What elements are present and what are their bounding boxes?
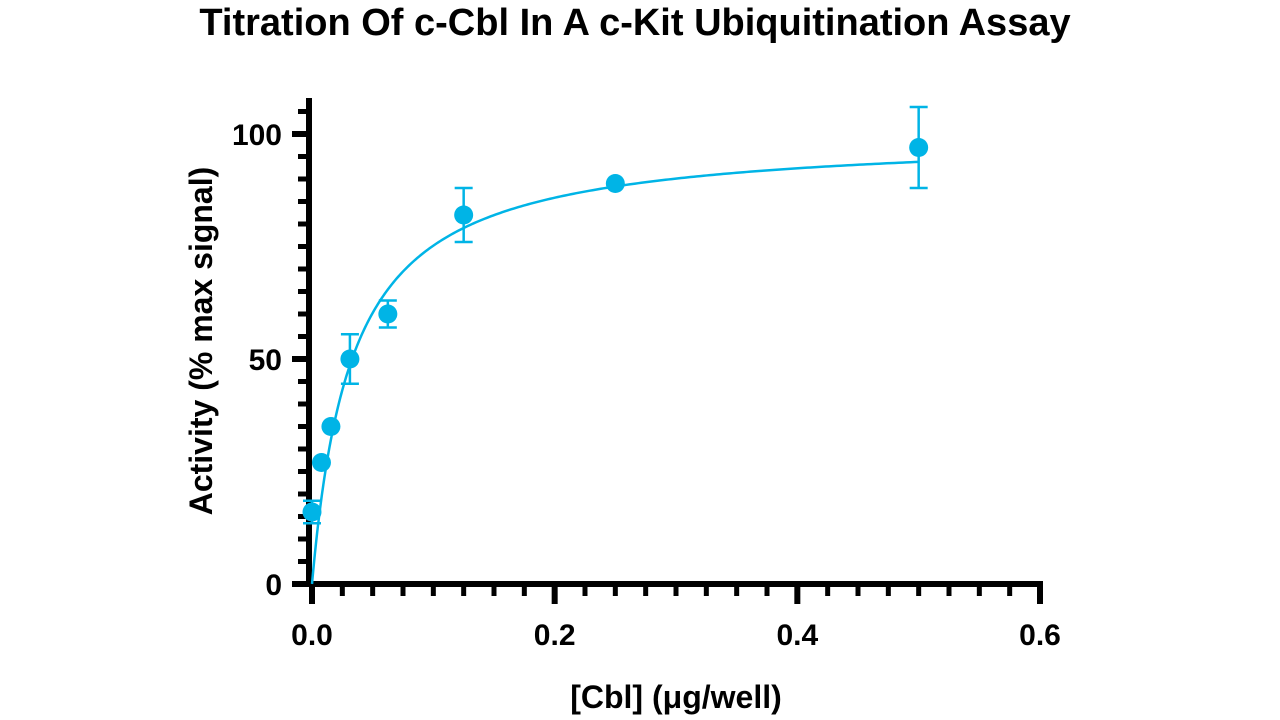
x-tick-label: 0.0: [291, 619, 333, 652]
y-major-ticks: [292, 131, 309, 587]
y-tick-labels: 0 50 100: [232, 119, 282, 602]
data-point: [311, 453, 331, 472]
data-points: [302, 138, 929, 522]
data-point: [302, 502, 322, 522]
x-axis-label: [Cbl] (μg/well): [570, 679, 782, 715]
fit-curve: [310, 160, 919, 585]
x-tick-label: 0.2: [534, 619, 576, 652]
x-tick-label: 0.6: [1019, 619, 1061, 652]
y-tick-label: 50: [249, 344, 282, 377]
data-point: [340, 349, 360, 369]
data-point: [454, 205, 474, 225]
x-tick-label: 0.4: [776, 619, 818, 652]
chart-title: Titration Of c-Cbl In A c-Kit Ubiquitina…: [199, 2, 1071, 44]
data-point: [378, 304, 398, 324]
y-axis-label: Activity (% max signal): [183, 167, 219, 516]
data-point: [909, 138, 929, 157]
y-tick-label: 100: [232, 119, 282, 152]
x-tick-labels: 0.0 0.2 0.4 0.6: [291, 619, 1061, 652]
data-point: [321, 417, 341, 436]
data-point: [605, 174, 625, 193]
y-tick-label: 0: [265, 569, 282, 602]
x-major-ticks: [309, 584, 1043, 604]
